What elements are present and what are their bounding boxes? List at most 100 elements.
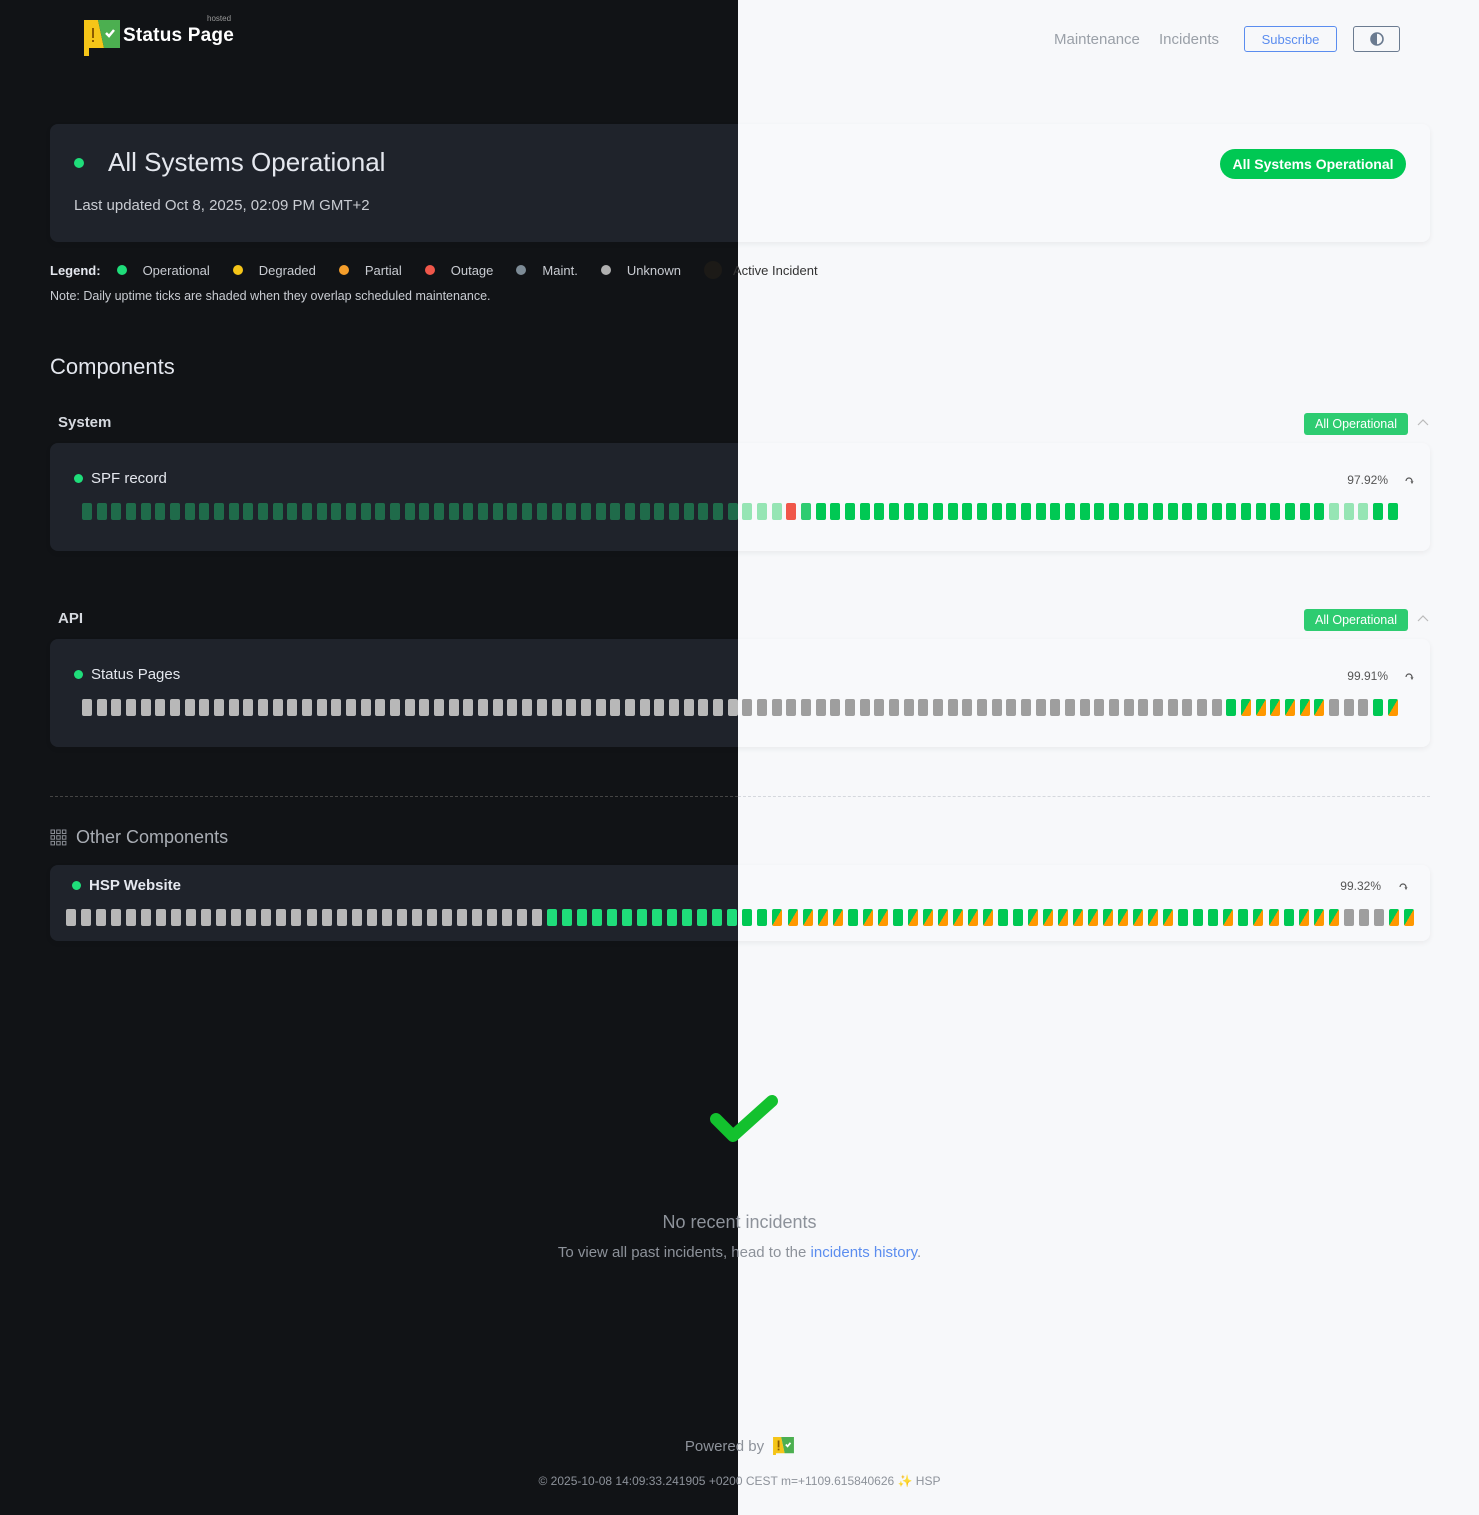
uptime-tick-op[interactable] — [1012, 909, 1023, 926]
uptime-tick-unknown[interactable] — [874, 699, 885, 716]
uptime-tick-unknown[interactable] — [258, 699, 269, 716]
uptime-tick-op-light[interactable] — [536, 503, 547, 520]
uptime-tick-op[interactable] — [637, 909, 648, 926]
uptime-tick-unknown[interactable] — [610, 699, 621, 716]
uptime-tick-op[interactable] — [815, 503, 826, 520]
uptime-tick-unknown[interactable] — [456, 909, 467, 926]
uptime-tick-unknown[interactable] — [580, 699, 591, 716]
uptime-tick-unknown[interactable] — [712, 699, 723, 716]
refresh-icon[interactable] — [1404, 476, 1414, 486]
uptime-tick-unknown[interactable] — [742, 699, 753, 716]
uptime-tick-unknown[interactable] — [478, 699, 489, 716]
logo-icon[interactable] — [83, 20, 121, 56]
uptime-tick-op-light[interactable] — [434, 503, 445, 520]
uptime-tick-unknown[interactable] — [932, 699, 943, 716]
uptime-tick-partial[interactable] — [1253, 909, 1264, 926]
uptime-tick-op-light[interactable] — [668, 503, 679, 520]
uptime-tick-partial[interactable] — [1403, 909, 1414, 926]
uptime-tick-partial[interactable] — [1088, 909, 1099, 926]
uptime-tick-op[interactable] — [1387, 503, 1398, 520]
uptime-tick-op-light[interactable] — [595, 503, 606, 520]
uptime-tick-partial[interactable] — [1223, 909, 1234, 926]
uptime-tick-partial[interactable] — [1387, 699, 1398, 716]
uptime-tick-op-light[interactable] — [214, 503, 225, 520]
uptime-tick-unknown[interactable] — [306, 909, 317, 926]
uptime-tick-op-light[interactable] — [331, 503, 342, 520]
uptime-tick-op-light[interactable] — [404, 503, 415, 520]
uptime-tick-unknown[interactable] — [463, 699, 474, 716]
uptime-tick-unknown[interactable] — [800, 699, 811, 716]
uptime-tick-op[interactable] — [1153, 503, 1164, 520]
uptime-tick-op[interactable] — [1226, 503, 1237, 520]
uptime-tick-unknown[interactable] — [1373, 909, 1384, 926]
uptime-tick-unknown[interactable] — [1021, 699, 1031, 716]
uptime-tick-unknown[interactable] — [390, 699, 401, 716]
uptime-tick-partial[interactable] — [1073, 909, 1084, 926]
uptime-tick-unknown[interactable] — [815, 699, 826, 716]
uptime-tick-op[interactable] — [859, 503, 870, 520]
uptime-tick-unknown[interactable] — [96, 909, 107, 926]
uptime-tick-partial[interactable] — [1028, 909, 1038, 926]
uptime-tick-unknown[interactable] — [426, 909, 437, 926]
uptime-tick-op[interactable] — [976, 503, 987, 520]
uptime-tick-op-light[interactable] — [771, 503, 782, 520]
uptime-tick-op-light[interactable] — [184, 503, 195, 520]
uptime-tick-unknown[interactable] — [171, 909, 182, 926]
uptime-tick-unknown[interactable] — [786, 699, 797, 716]
uptime-tick-op[interactable] — [577, 909, 588, 926]
uptime-tick-op[interactable] — [1197, 503, 1208, 520]
uptime-tick-op[interactable] — [682, 909, 693, 926]
uptime-tick-op[interactable] — [1035, 503, 1046, 520]
uptime-tick-op-light[interactable] — [580, 503, 591, 520]
uptime-tick-op[interactable] — [1211, 503, 1222, 520]
uptime-tick-unknown[interactable] — [126, 909, 137, 926]
uptime-tick-unknown[interactable] — [859, 699, 870, 716]
uptime-tick-op-light[interactable] — [155, 503, 166, 520]
uptime-tick-partial[interactable] — [1133, 909, 1144, 926]
uptime-tick-unknown[interactable] — [82, 699, 92, 716]
uptime-tick-op[interactable] — [592, 909, 603, 926]
uptime-tick-unknown[interactable] — [1343, 699, 1354, 716]
uptime-tick-unknown[interactable] — [698, 699, 709, 716]
uptime-tick-op-light[interactable] — [654, 503, 665, 520]
uptime-tick-op-light[interactable] — [551, 503, 562, 520]
uptime-tick-op[interactable] — [1226, 699, 1237, 716]
uptime-tick-unknown[interactable] — [918, 699, 929, 716]
uptime-tick-partial[interactable] — [1043, 909, 1054, 926]
uptime-tick-partial[interactable] — [967, 909, 978, 926]
uptime-tick-unknown[interactable] — [156, 909, 167, 926]
uptime-tick-unknown[interactable] — [947, 699, 958, 716]
uptime-tick-op[interactable] — [1270, 503, 1281, 520]
uptime-tick-unknown[interactable] — [1050, 699, 1061, 716]
uptime-tick-op[interactable] — [1255, 503, 1266, 520]
uptime-tick-unknown[interactable] — [516, 909, 527, 926]
uptime-tick-op[interactable] — [1021, 503, 1031, 520]
uptime-tick-op-light[interactable] — [448, 503, 459, 520]
uptime-tick-partial[interactable] — [1328, 909, 1339, 926]
uptime-tick-op[interactable] — [667, 909, 678, 926]
uptime-tick-op-light[interactable] — [346, 503, 357, 520]
nav-maintenance[interactable]: Maintenance — [1054, 31, 1140, 48]
uptime-tick-partial[interactable] — [1148, 909, 1159, 926]
uptime-tick-partial[interactable] — [1313, 909, 1324, 926]
uptime-tick-op[interactable] — [962, 503, 973, 520]
uptime-tick-unknown[interactable] — [501, 909, 512, 926]
uptime-tick-partial[interactable] — [877, 909, 888, 926]
uptime-tick-op-light[interactable] — [522, 503, 533, 520]
uptime-tick-op-light[interactable] — [624, 503, 635, 520]
uptime-tick-partial[interactable] — [1285, 699, 1296, 716]
uptime-tick-unknown[interactable] — [214, 699, 225, 716]
uptime-tick-unknown[interactable] — [199, 699, 210, 716]
uptime-tick-unknown[interactable] — [228, 699, 239, 716]
uptime-tick-unknown[interactable] — [155, 699, 166, 716]
uptime-tick-op[interactable] — [1167, 503, 1178, 520]
uptime-tick-partial[interactable] — [802, 909, 813, 926]
uptime-tick-partial[interactable] — [1298, 909, 1309, 926]
incidents-history-link[interactable]: incidents history — [810, 1244, 917, 1261]
uptime-tick-op[interactable] — [1094, 503, 1105, 520]
uptime-tick-unknown[interactable] — [404, 699, 415, 716]
uptime-tick-unknown[interactable] — [272, 699, 283, 716]
uptime-tick-op-light[interactable] — [390, 503, 401, 520]
uptime-tick-op[interactable] — [622, 909, 633, 926]
uptime-tick-op-light[interactable] — [1358, 503, 1369, 520]
